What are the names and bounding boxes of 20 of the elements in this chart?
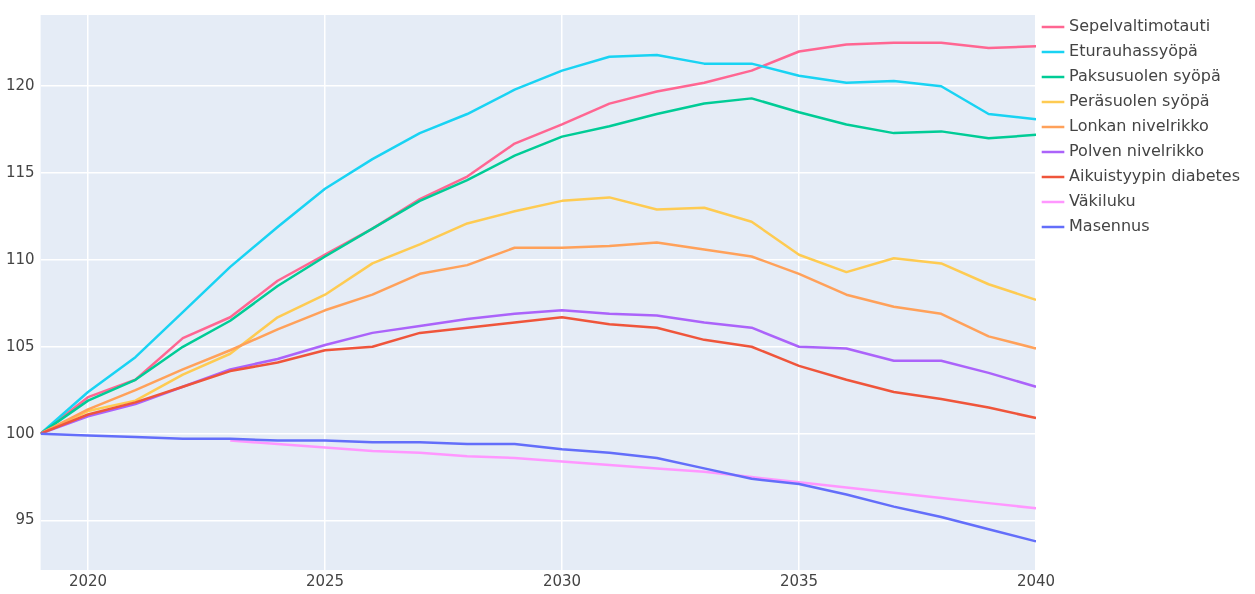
y-tick-label: 100 (5, 423, 35, 442)
legend-label: Aikuistyypin diabetes (1069, 166, 1240, 186)
x-tick-label: 2025 (305, 571, 345, 590)
y-tick-label: 95 (15, 510, 35, 529)
x-tick-label: 2020 (68, 571, 108, 590)
legend-label: Peräsuolen syöpä (1069, 91, 1210, 111)
y-tick-label: 115 (5, 162, 35, 181)
y-tick-label: 120 (5, 76, 35, 95)
legend-label: Polven nivelrikko (1069, 141, 1204, 161)
legend-label: Paksusuolen syöpä (1069, 66, 1221, 86)
x-tick-label: 2040 (1016, 571, 1056, 590)
y-tick-label: 110 (5, 249, 35, 268)
legend-label: Väkiluku (1069, 191, 1136, 211)
x-tick-label: 2035 (779, 571, 819, 590)
legend-label: Masennus (1069, 216, 1150, 236)
legend-label: Sepelvaltimotauti (1069, 16, 1211, 36)
y-tick-label: 105 (5, 336, 35, 355)
legend-label: Eturauhassyöpä (1069, 41, 1198, 61)
x-tick-label: 2030 (542, 571, 582, 590)
legend-label: Lonkan nivelrikko (1069, 116, 1209, 136)
